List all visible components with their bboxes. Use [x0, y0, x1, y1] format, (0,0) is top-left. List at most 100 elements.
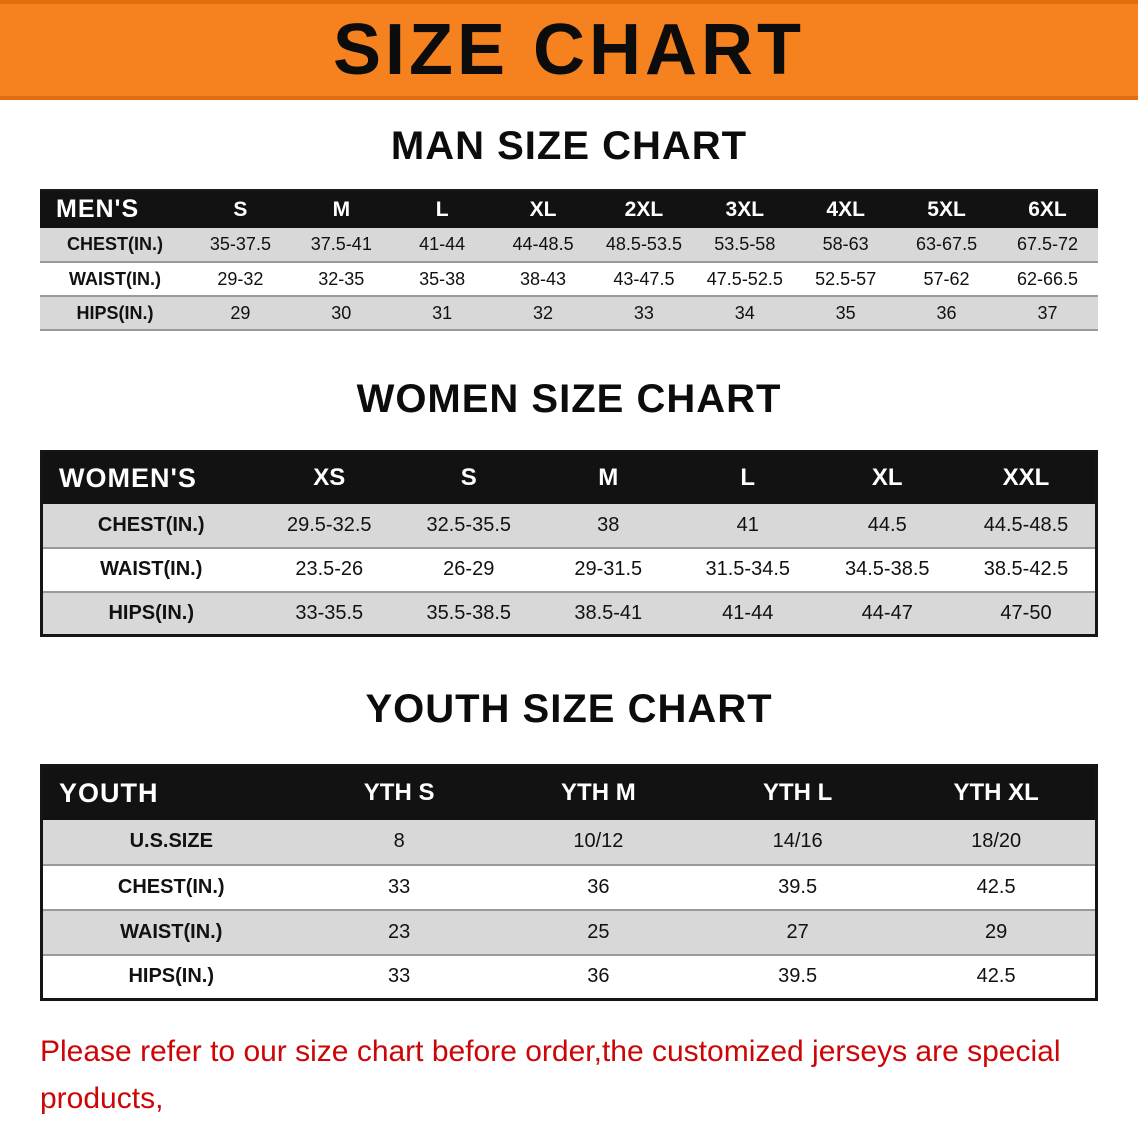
table-row: U.S.SIZE 8 10/12 14/16 18/20	[41, 819, 1097, 865]
row-label: HIPS(IN.)	[128, 965, 215, 988]
row-label: U.S.SIZE	[129, 830, 213, 852]
table-cell: 38.5-41	[574, 601, 643, 624]
youth-table-label: YOUTH	[41, 765, 300, 820]
table-cell: 42.5	[976, 875, 1016, 898]
table-cell: 37.5-41	[310, 234, 372, 254]
row-label: WAIST(IN.)	[69, 268, 161, 289]
row-label: CHEST(IN.)	[97, 513, 205, 536]
table-cell: 38.5-42.5	[983, 558, 1069, 580]
table-cell: 48.5-53.5	[605, 234, 682, 254]
table-row: WAIST(IN.) 29-32 32-35 35-38 38-43 43-47…	[40, 262, 1098, 296]
table-cell: 44.5	[867, 513, 907, 536]
table-cell: 58-63	[822, 234, 869, 254]
table-cell: 35-37.5	[209, 234, 271, 254]
table-cell: 25	[587, 920, 610, 943]
column-header: 6XL	[997, 190, 1098, 228]
table-cell: 53.5-58	[714, 234, 776, 254]
table-cell: 23	[388, 920, 411, 943]
table-row: HIPS(IN.) 33-35.5 35.5-38.5 38.5-41 41-4…	[41, 591, 1097, 636]
column-header: S	[399, 451, 539, 504]
table-cell: 10/12	[573, 830, 624, 852]
men-section-heading: MAN SIZE CHART	[390, 124, 748, 168]
table-cell: 57-62	[923, 268, 970, 289]
table-cell: 31	[432, 302, 453, 323]
table-cell: 29-31.5	[574, 558, 643, 580]
table-cell: 36	[936, 302, 957, 323]
table-cell: 38	[597, 513, 620, 536]
table-row: WAIST(IN.) 23 25 27 29	[41, 909, 1097, 955]
banner: SIZE CHART	[0, 0, 1138, 100]
table-cell: 41-44	[419, 234, 466, 254]
table-cell: 63-67.5	[916, 234, 978, 254]
column-header: 4XL	[795, 190, 897, 228]
youth-section-heading: YOUTH SIZE CHART	[365, 687, 773, 731]
table-cell: 29.5-32.5	[286, 513, 372, 536]
table-cell: 34.5-38.5	[844, 558, 930, 580]
table-cell: 44-47	[861, 601, 913, 624]
column-header: L	[391, 190, 493, 228]
table-cell: 31.5-34.5	[705, 558, 790, 580]
column-header: YTH S	[299, 765, 499, 820]
table-cell: 47-50	[1000, 601, 1052, 624]
table-cell: 33-35.5	[295, 601, 364, 624]
column-header: YTH M	[498, 765, 698, 820]
page-title: SIZE CHART	[333, 10, 805, 90]
column-header: YTH L	[698, 765, 898, 820]
table-cell: 33	[388, 965, 411, 988]
table-cell: 18/20	[971, 830, 1022, 852]
table-row: CHEST(IN.) 33 36 39.5 42.5	[41, 864, 1097, 910]
women-size-table: WOMEN'S XS S M L XL XXL CHEST(IN.) 29.5-…	[40, 450, 1098, 637]
row-label: CHEST(IN.)	[117, 875, 225, 898]
table-row: HIPS(IN.) 29 30 31 32 33 34 35 36 37	[40, 296, 1098, 330]
youth-size-table: YOUTH YTH S YTH M YTH L YTH XL U.S.SIZE …	[40, 764, 1098, 1001]
table-cell: 47.5-52.5	[706, 268, 783, 289]
table-cell: 30	[331, 302, 352, 323]
disclaimer-line: Please refer to our size chart before or…	[40, 1035, 1061, 1115]
column-header: YTH XL	[897, 765, 1097, 820]
column-header: 3XL	[694, 190, 796, 228]
table-cell: 26-29	[443, 558, 495, 580]
table-cell: 32-35	[318, 268, 365, 289]
column-header: 2XL	[593, 190, 695, 228]
men-header-row: MEN'S S M L XL 2XL 3XL 4XL 5XL 6XL	[40, 190, 1098, 228]
women-header-row: WOMEN'S XS S M L XL XXL	[41, 451, 1097, 504]
table-row: CHEST(IN.) 29.5-32.5 32.5-35.5 38 41 44.…	[41, 503, 1097, 548]
table-cell: 35.5-38.5	[426, 601, 511, 624]
table-row: CHEST(IN.) 35-37.5 37.5-41 41-44 44-48.5…	[40, 228, 1098, 262]
column-header: XL	[817, 451, 957, 504]
table-cell: 35-38	[419, 268, 466, 289]
table-cell: 44.5-48.5	[983, 513, 1069, 536]
table-cell: 43-47.5	[613, 268, 675, 289]
column-header: S	[190, 190, 291, 228]
women-table-label: WOMEN'S	[41, 451, 260, 504]
table-cell: 8	[393, 830, 405, 852]
column-header: L	[678, 451, 818, 504]
table-cell: 39.5	[778, 875, 818, 898]
table-cell: 42.5	[976, 965, 1016, 988]
column-header: XXL	[957, 451, 1097, 504]
row-label: CHEST(IN.)	[67, 234, 163, 254]
table-cell: 32.5-35.5	[426, 513, 511, 536]
youth-section: YOUTH SIZE CHART YOUTH YTH S YTH M YTH L…	[0, 687, 1138, 1001]
disclaimer: Please refer to our size chart before or…	[40, 1029, 1118, 1132]
table-row: WAIST(IN.) 23.5-26 26-29 29-31.5 31.5-34…	[41, 547, 1097, 592]
table-cell: 41	[736, 513, 759, 536]
table-cell: 29-32	[217, 268, 264, 289]
table-cell: 52.5-57	[815, 268, 877, 289]
table-cell: 33	[633, 302, 654, 323]
table-cell: 67.5-72	[1016, 234, 1079, 254]
table-cell: 36	[587, 875, 610, 898]
table-cell: 62-66.5	[1016, 268, 1079, 289]
column-header: XS	[259, 451, 399, 504]
table-cell: 35	[835, 302, 856, 323]
table-cell: 38-43	[520, 268, 567, 289]
table-cell: 32	[533, 302, 554, 323]
table-cell: 44-48.5	[512, 234, 574, 254]
men-section: MAN SIZE CHART MEN'S S M L XL 2XL 3XL 4X…	[0, 124, 1138, 331]
disclaimer-line: we don't accept cancel, change, teturn o…	[40, 1122, 1118, 1132]
table-cell: 14/16	[772, 830, 823, 852]
column-header: XL	[492, 190, 594, 228]
women-section-heading: WOMEN SIZE CHART	[356, 377, 782, 421]
table-cell: 36	[587, 965, 610, 988]
